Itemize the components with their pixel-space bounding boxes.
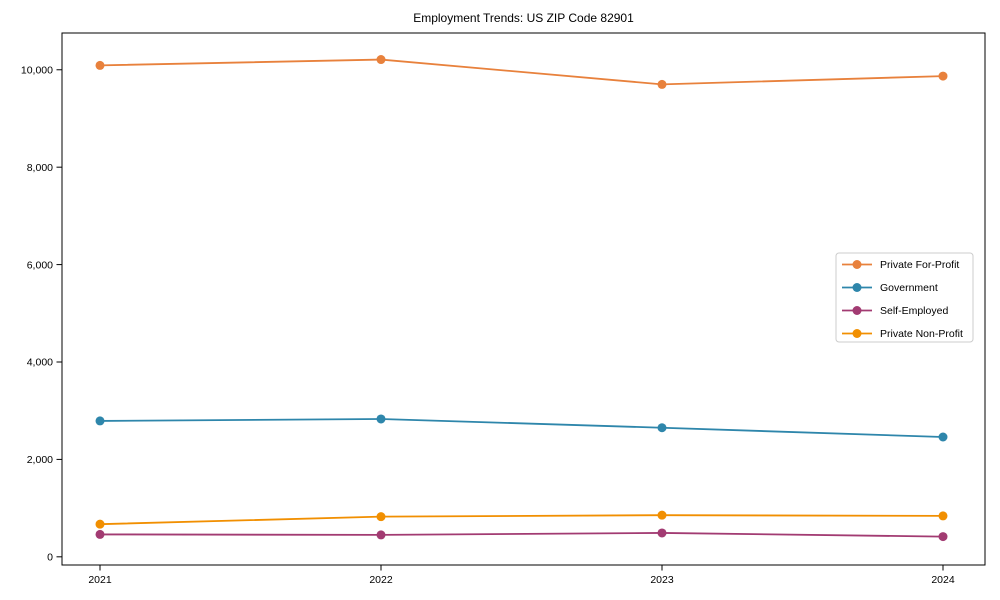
legend-item-private-for-profit: Private For-Profit <box>842 259 959 271</box>
data-point-self-employed <box>938 532 948 542</box>
x-axis-tick-label: 2021 <box>88 574 112 586</box>
legend-marker-private-for-profit <box>852 260 862 269</box>
chart-title: Employment Trends: US ZIP Code 82901 <box>413 11 634 25</box>
x-axis-tick-label: 2023 <box>650 574 674 586</box>
data-point-private-for-profit <box>376 55 386 65</box>
data-point-private-for-profit <box>938 71 948 81</box>
data-point-self-employed <box>376 530 386 540</box>
data-point-private-for-profit <box>657 79 667 89</box>
x-axis-tick-label: 2022 <box>369 574 393 586</box>
series-layer <box>95 55 948 542</box>
legend-item-private-non-profit: Private Non-Profit <box>842 328 963 340</box>
data-point-government <box>376 414 386 424</box>
y-axis-tick-label: 10,000 <box>21 64 53 76</box>
series-line-self-employed <box>99 532 944 538</box>
y-axis-tick-label: 2,000 <box>27 454 53 466</box>
y-axis-tick-label: 0 <box>47 552 53 564</box>
legend: Private For-Profit Government Self-Employe… <box>835 252 974 343</box>
data-point-private-non-profit <box>95 519 105 529</box>
axes-layer: 0 2,000 4,000 6,000 8,000 10,000 2021 2022 2023 2… <box>21 32 986 586</box>
legend-marker-self-employed <box>852 306 862 315</box>
legend-label-private-for-profit: Private For-Profit <box>880 259 959 271</box>
legend-item-government: Government <box>842 282 938 294</box>
x-axis-tick-label: 2024 <box>931 574 955 586</box>
legend-marker-government <box>852 283 862 292</box>
series-line-government <box>99 418 944 438</box>
legend-label-self-employed: Self-Employed <box>880 305 948 317</box>
legend-item-self-employed: Self-Employed <box>842 305 948 317</box>
data-point-private-for-profit <box>95 60 105 70</box>
y-axis-tick-label: 6,000 <box>27 259 53 271</box>
y-axis-tick-label: 8,000 <box>27 162 53 174</box>
y-axis-tick-label: 4,000 <box>27 357 53 369</box>
legend-label-government: Government <box>880 282 938 294</box>
series-line-private-for-profit <box>99 58 944 86</box>
legend-box <box>835 252 974 343</box>
plot-frame <box>61 32 986 566</box>
data-point-self-employed <box>95 529 105 539</box>
legend-label-private-non-profit: Private Non-Profit <box>880 328 963 340</box>
data-point-government <box>938 432 948 442</box>
data-point-government <box>95 416 105 426</box>
data-point-self-employed <box>657 528 667 538</box>
data-point-private-non-profit <box>376 512 386 522</box>
series-line-private-non-profit <box>99 514 944 526</box>
data-point-private-non-profit <box>657 510 667 520</box>
data-point-government <box>657 423 667 433</box>
data-point-private-non-profit <box>938 511 948 521</box>
legend-marker-private-non-profit <box>852 329 862 338</box>
